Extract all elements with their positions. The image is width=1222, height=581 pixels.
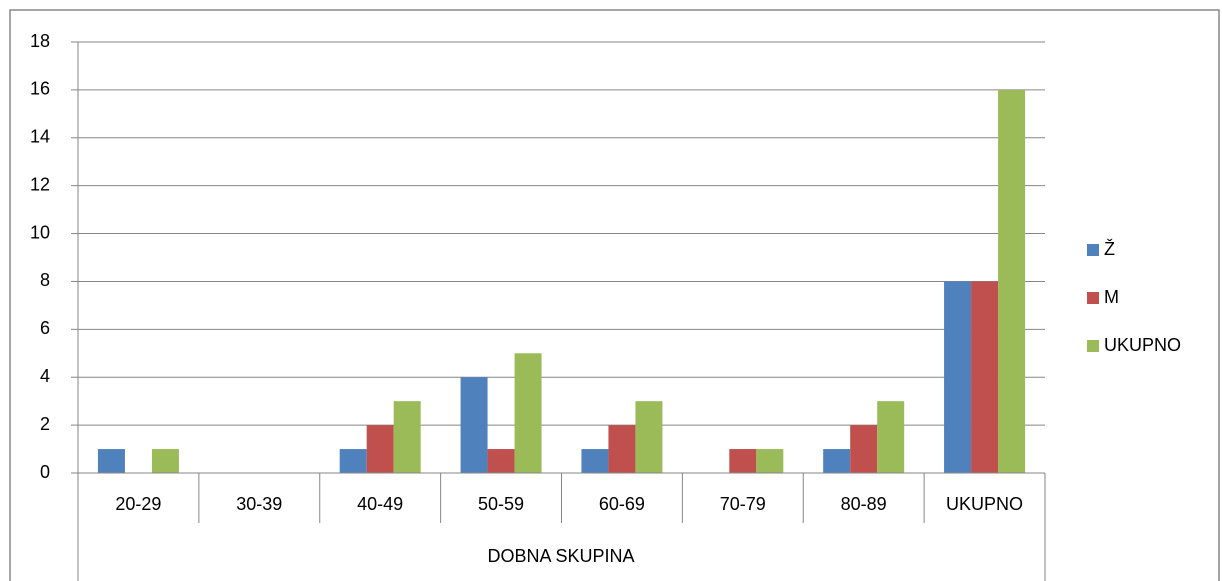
y-tick-label: 16 <box>30 79 50 99</box>
bar <box>756 449 784 473</box>
bar <box>823 449 851 473</box>
bar <box>581 449 609 473</box>
y-tick-label: 14 <box>30 127 50 147</box>
x-tick-label: 70-79 <box>720 494 766 514</box>
bar <box>998 89 1026 473</box>
y-tick-label: 6 <box>40 318 50 338</box>
legend-label: M <box>1104 287 1119 307</box>
bar <box>971 281 999 473</box>
bar <box>608 425 636 473</box>
bar <box>487 449 515 473</box>
x-tick-label: 20-29 <box>115 494 161 514</box>
bar <box>339 449 367 473</box>
legend-swatch <box>1087 292 1099 304</box>
bar <box>944 281 972 473</box>
bar <box>97 449 125 473</box>
y-tick-label: 4 <box>40 366 50 386</box>
bar <box>460 377 488 473</box>
legend-label: Ž <box>1104 239 1115 259</box>
x-tick-label: 80-89 <box>841 494 887 514</box>
x-tick-label: 40-49 <box>357 494 403 514</box>
bar <box>366 425 394 473</box>
x-group-label: DOBNA SKUPINA <box>487 546 634 566</box>
legend-swatch <box>1087 244 1099 256</box>
bar <box>393 401 421 473</box>
bar <box>850 425 878 473</box>
bar <box>729 449 757 473</box>
x-tick-label: 50-59 <box>478 494 524 514</box>
bar <box>514 353 542 473</box>
y-tick-label: 8 <box>40 270 50 290</box>
legend-label: UKUPNO <box>1104 335 1181 355</box>
y-tick-label: 18 <box>30 31 50 51</box>
bar <box>877 401 905 473</box>
y-tick-label: 10 <box>30 222 50 242</box>
x-tick-label: UKUPNO <box>946 494 1023 514</box>
y-tick-label: 12 <box>30 174 50 194</box>
y-tick-label: 2 <box>40 414 50 434</box>
legend-swatch <box>1087 340 1099 352</box>
x-tick-label: 30-39 <box>236 494 282 514</box>
y-tick-label: 0 <box>40 462 50 482</box>
bar <box>151 449 179 473</box>
bar <box>635 401 663 473</box>
x-tick-label: 60-69 <box>599 494 645 514</box>
